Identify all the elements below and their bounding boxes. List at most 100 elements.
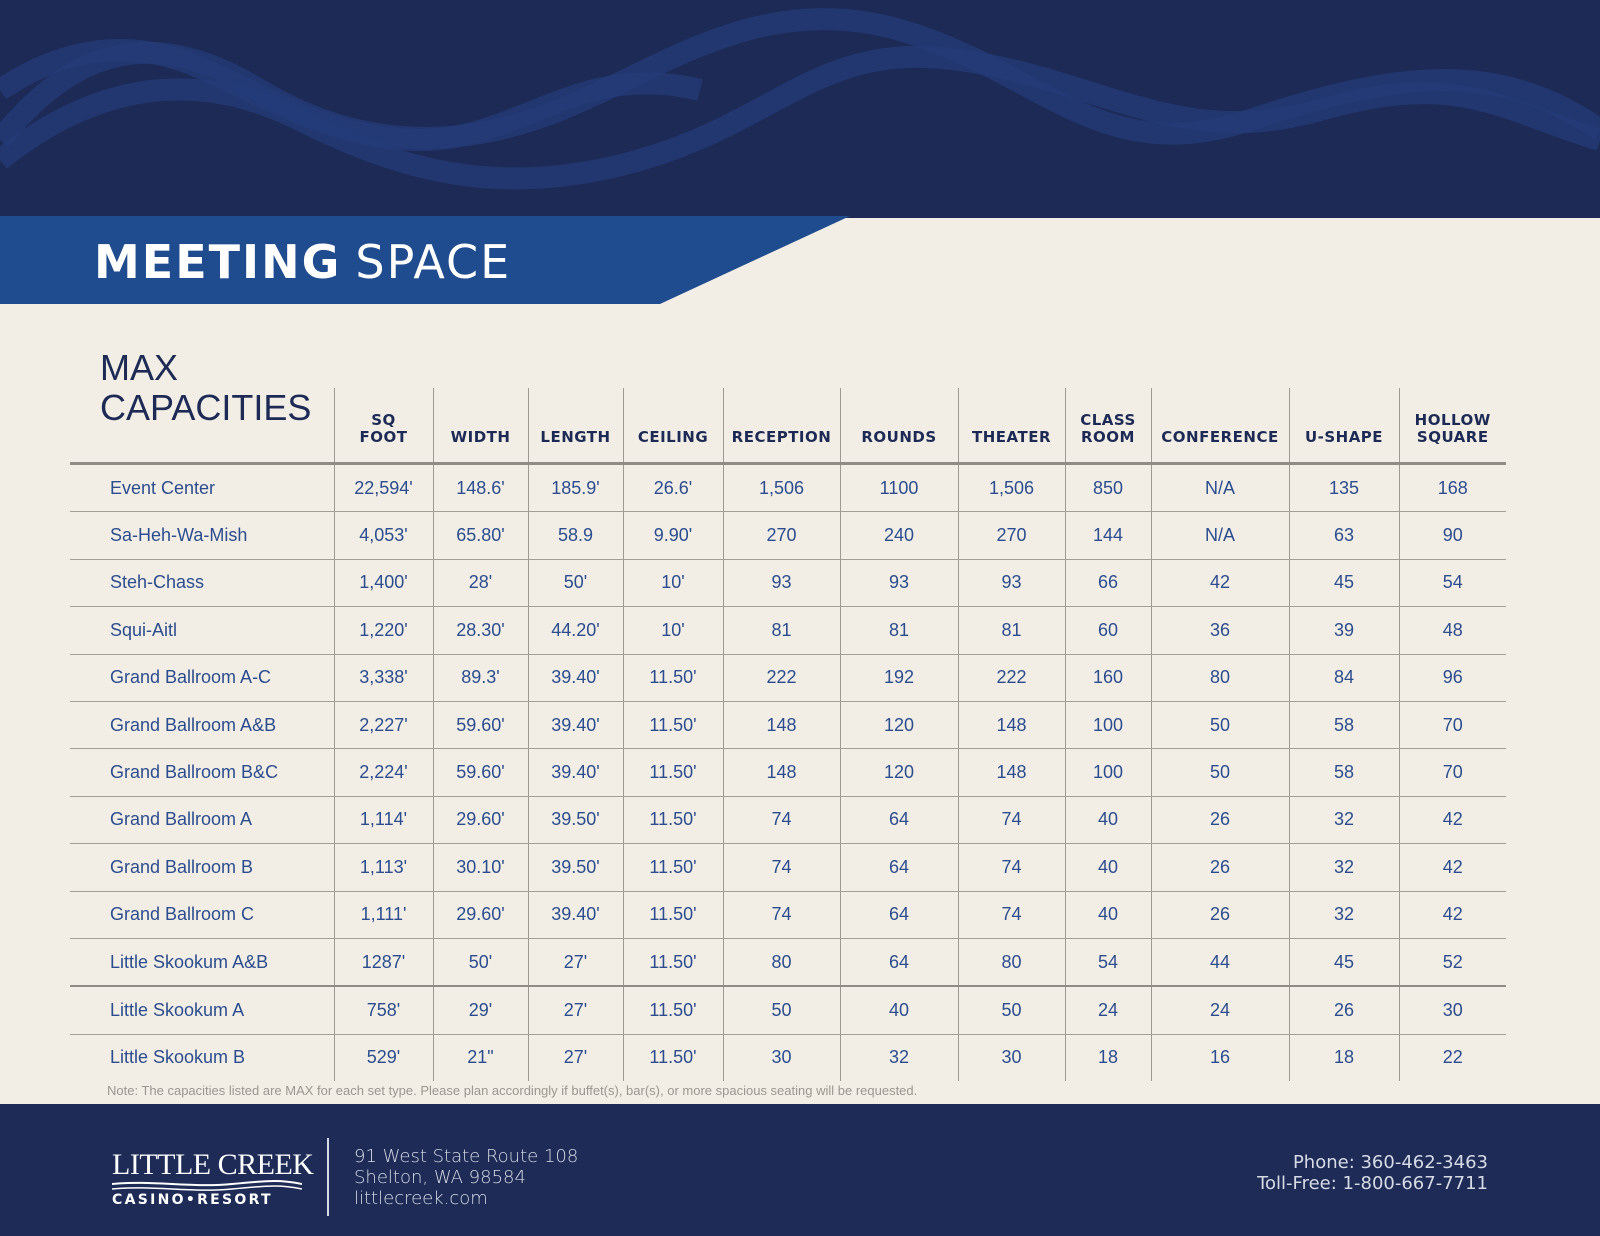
address-line2: Shelton, WA 98584	[354, 1167, 526, 1188]
cell-value: 9.90'	[622, 511, 723, 560]
address-block: 91 West State Route 108 Shelton, WA 9858…	[354, 1146, 578, 1209]
cell-value: 30	[1398, 986, 1506, 1035]
website-link[interactable]: littlecreek.com	[354, 1188, 488, 1209]
cell-value: 11.50'	[622, 843, 723, 892]
cell-value: 74	[722, 891, 840, 939]
toll-free-number[interactable]: Toll-Free: 1-800-667-7711	[1257, 1173, 1488, 1194]
table-row: Sa-Heh-Wa-Mish 4,053' 65.80' 58.9 9.90' 270 24…	[70, 511, 1506, 560]
address-line1: 91 West State Route 108	[354, 1146, 579, 1167]
cell-value: 2,227'	[333, 701, 433, 750]
table-title-line1: MAX	[100, 347, 179, 388]
table-row: Grand Ballroom B 1,113' 30.10' 39.50' 11.50'…	[70, 843, 1506, 892]
table-row: Little Skookum B 529' 21" 27' 11.50' 30 32 30 18…	[70, 1034, 1506, 1082]
room-name: Little Skookum B	[110, 1047, 246, 1068]
room-name: Squi-Aitl	[70, 606, 334, 655]
cell-value: 40	[1064, 843, 1151, 892]
cell-value: 192	[839, 654, 958, 702]
cell-value: N/A	[1150, 511, 1289, 560]
cell-value: 50	[1150, 701, 1289, 750]
phone-number[interactable]: Phone: 360-462-3463	[1292, 1152, 1488, 1173]
contact-block: Phone: 360-462-3463 Toll-Free: 1-800-667…	[1257, 1152, 1488, 1194]
cell-value: 40	[1064, 891, 1151, 939]
cell-value: 81	[839, 606, 958, 655]
cell-value: 758'	[333, 986, 433, 1035]
cell-value: 26	[1288, 986, 1399, 1035]
cell-value: 28.30'	[432, 606, 528, 655]
cell-value: 18	[1064, 1034, 1151, 1082]
cell-value: 1,506	[957, 463, 1065, 513]
table-title-line2: CAPACITIES	[100, 387, 312, 428]
page-title-light: SPACE	[355, 235, 512, 289]
table-row: Grand Ballroom C 1,111' 29.60' 39.40' 11.50'…	[70, 891, 1506, 939]
cell-value: 42	[1398, 796, 1506, 845]
cell-value: 1,506	[722, 463, 840, 513]
cell-value: 100	[1064, 701, 1151, 750]
table-title: MAX CAPACITIES	[100, 348, 311, 428]
cell-value: 1,220'	[333, 606, 433, 655]
header-room	[70, 388, 334, 464]
logo-subtitle: CASINO•RESORT	[112, 1192, 273, 1208]
room-name: Steh-Chass	[70, 559, 334, 608]
cell-value: 44	[1150, 938, 1289, 988]
cell-value: 148	[722, 748, 840, 797]
cell-value: 90	[1398, 511, 1506, 560]
header-hollow-square: HOLLOW SQUARE	[1398, 388, 1506, 464]
table-body: Event Center 22,594' 148.6' 185.9' 26.6' 1,50…	[70, 463, 1506, 1082]
cell-value: 1100	[839, 463, 958, 513]
cell-value: 30.10'	[432, 843, 528, 892]
cell-value: 74	[722, 796, 840, 845]
table-header-row: SQ FOOT WIDTH LENGTH CEILING RECEPTION RO…	[70, 388, 1506, 464]
cell-value: 58	[1288, 701, 1399, 750]
cell-value: 89.3'	[432, 654, 528, 702]
cell-value: 160	[1064, 654, 1151, 702]
cell-value: 60	[1064, 606, 1151, 655]
cell-value: 11.50'	[622, 986, 723, 1035]
cell-value: 74	[957, 796, 1065, 845]
cell-value: 64	[839, 843, 958, 892]
table-row: Grand Ballroom A 1,114' 29.60' 39.50' 11.50'…	[70, 796, 1506, 845]
cell-value: 29.60'	[432, 891, 528, 939]
header-reception: RECEPTION	[722, 388, 840, 464]
cell-value: 45	[1288, 559, 1399, 608]
cell-value: 26	[1150, 891, 1289, 939]
cell-value: 22,594'	[333, 463, 433, 513]
cell-value: 39.40'	[527, 748, 623, 797]
cell-value: 50	[722, 986, 840, 1035]
cell-value: 39.50'	[527, 843, 623, 892]
cell-value: 11.50'	[622, 748, 723, 797]
cell-value: 36	[1150, 606, 1289, 655]
header-conference: CONFERENCE	[1150, 388, 1289, 464]
room-name: Grand Ballroom B	[70, 843, 334, 892]
cell-value: 29.60'	[432, 796, 528, 845]
logo-wordmark: LITTLE CREEK	[112, 1148, 314, 1181]
cell-value: 10'	[622, 606, 723, 655]
cell-value: 59.60'	[432, 748, 528, 797]
header-classroom: CLASS ROOM	[1064, 388, 1151, 464]
capacity-table: SQ FOOT WIDTH LENGTH CEILING RECEPTION RO…	[70, 388, 1506, 1082]
table-row: Steh-Chass 1,400' 28' 50' 10' 93 93 93 66 42 45 54	[70, 559, 1506, 608]
cell-value: 18	[1288, 1034, 1399, 1082]
table-row: Grand Ballroom B&C 2,224' 59.60' 39.40' 11.5…	[70, 748, 1506, 797]
cell-value: 74	[957, 843, 1065, 892]
cell-value: 93	[722, 559, 840, 608]
cell-value: 40	[1064, 796, 1151, 845]
cell-value: 74	[957, 891, 1065, 939]
page-title-bold: MEETING	[94, 235, 342, 289]
cell-value: 1,400'	[333, 559, 433, 608]
cell-value: 148.6'	[432, 463, 528, 513]
cell-value: 50'	[527, 559, 623, 608]
cell-value: 96	[1398, 654, 1506, 702]
room-name: Event Center	[70, 463, 334, 513]
cell-value: 26.6'	[622, 463, 723, 513]
cell-value: 29'	[432, 986, 528, 1035]
table-row: Grand Ballroom A&B 2,227' 59.60' 39.40' 11.5…	[70, 701, 1506, 750]
room-name: Grand Ballroom A-C	[70, 654, 334, 702]
cell-value: 50	[957, 986, 1065, 1035]
cell-value: 529'	[333, 1034, 433, 1082]
room-name: Sa-Heh-Wa-Mish	[70, 511, 334, 560]
cell-value: 64	[839, 938, 958, 988]
cell-value: 64	[839, 796, 958, 845]
header-rounds: ROUNDS	[839, 388, 958, 464]
cell-value: 81	[722, 606, 840, 655]
page-title: MEETING SPACE	[94, 234, 511, 290]
